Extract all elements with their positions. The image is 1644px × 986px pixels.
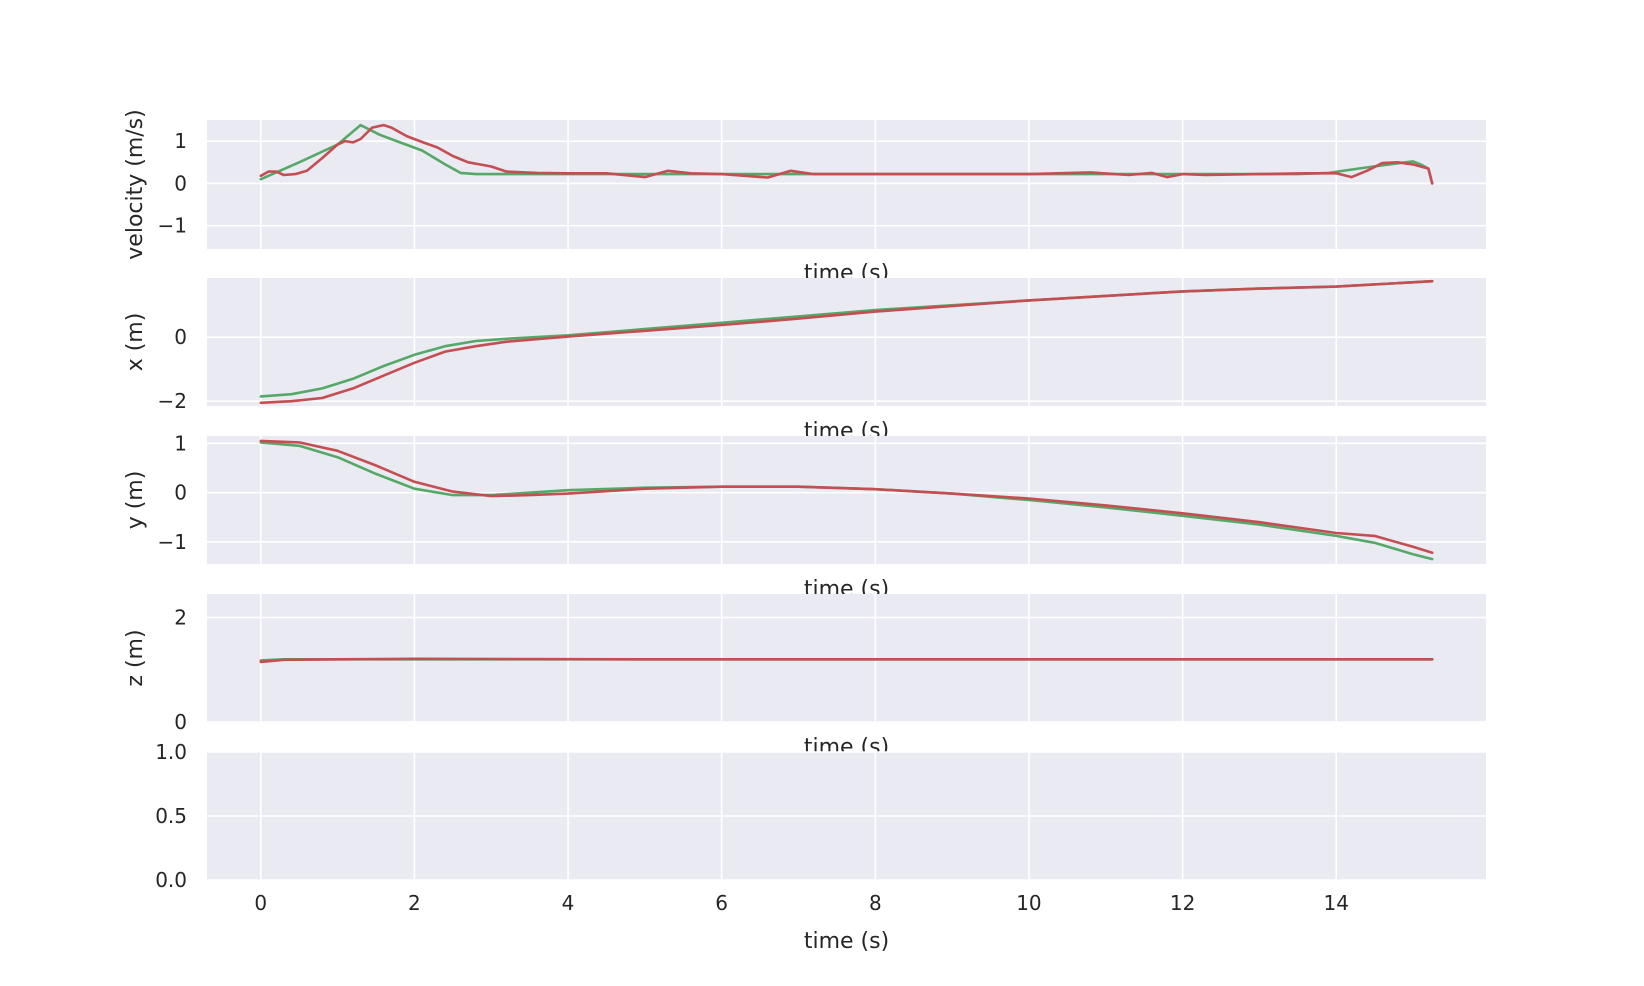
y-axis-label: x (m) bbox=[123, 313, 148, 372]
y-tick-label: 1.0 bbox=[155, 740, 187, 764]
y-tick-label: 1 bbox=[174, 129, 187, 153]
plot-area bbox=[207, 120, 1486, 249]
x-axis-label: time (s) bbox=[804, 929, 889, 954]
y-tick-label: 0.0 bbox=[155, 868, 187, 892]
series-line-2 bbox=[259, 279, 1434, 405]
subplot-4: 02z (m)time (s) bbox=[123, 594, 1486, 760]
series-line-2 bbox=[259, 439, 1434, 554]
y-tick-label: 0.5 bbox=[155, 804, 187, 828]
x-tick-label: 0 bbox=[254, 891, 267, 915]
plot-area bbox=[207, 436, 1486, 564]
y-axis-label: z (m) bbox=[123, 629, 148, 686]
y-axis-label: velocity (m/s) bbox=[123, 109, 148, 259]
x-tick-label: 10 bbox=[1016, 891, 1041, 915]
series-line-2 bbox=[259, 123, 1434, 185]
y-axis-label: y (m) bbox=[123, 471, 148, 530]
y-tick-label: −1 bbox=[158, 530, 187, 554]
y-tick-label: −1 bbox=[158, 214, 187, 238]
plot-area bbox=[207, 278, 1486, 406]
x-tick-label: 4 bbox=[562, 891, 575, 915]
series-line-1 bbox=[259, 123, 1434, 185]
x-tick-label: 6 bbox=[715, 891, 728, 915]
y-tick-label: 0 bbox=[174, 710, 187, 734]
y-tick-label: 2 bbox=[174, 606, 187, 630]
y-tick-label: 0 bbox=[174, 171, 187, 195]
y-tick-label: 0 bbox=[174, 325, 187, 349]
series-line-2 bbox=[259, 657, 1434, 664]
x-tick-label: 12 bbox=[1170, 891, 1195, 915]
y-tick-label: −2 bbox=[158, 389, 187, 413]
x-tick-label: 14 bbox=[1323, 891, 1348, 915]
x-tick-label: 8 bbox=[869, 891, 882, 915]
subplot-2: −20x (m)time (s) bbox=[123, 278, 1486, 444]
y-tick-label: 0 bbox=[174, 481, 187, 505]
y-tick-label: 1 bbox=[174, 431, 187, 455]
x-tick-label: 2 bbox=[408, 891, 421, 915]
subplot-5: 0.0 0.5 1.0 time (s) bbox=[155, 740, 1486, 954]
